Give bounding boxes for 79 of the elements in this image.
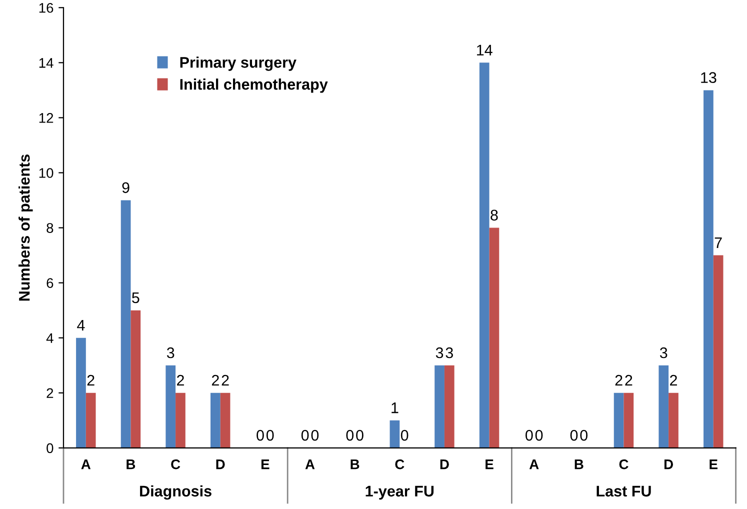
data-label: 0 [580,430,588,441]
x-tick-label: A [305,460,315,470]
data-label: 3 [660,347,668,358]
bar [658,365,669,448]
data-label: 0 [400,430,408,441]
data-label: 13 [701,72,716,83]
x-tick-label: B [350,460,360,470]
bar [444,365,454,448]
x-tick-label: C [171,459,180,470]
data-label: 2 [670,374,677,386]
bar [130,310,141,448]
data-label: 0 [535,430,543,441]
data-label: 7 [714,237,722,248]
bar [76,338,86,448]
data-label: 2 [176,374,184,386]
text: Diagnosis [140,485,212,500]
data-label: 0 [256,430,264,441]
data-label: 8 [490,210,498,221]
x-tick-label: D [216,460,225,470]
data-label: 2 [87,374,94,386]
bar [479,62,490,448]
data-label: 3 [166,347,174,358]
data-label: 3 [436,347,444,358]
data-label: 14 [477,44,492,56]
bar [624,392,634,448]
data-label: 3 [446,347,453,358]
data-label: 2 [615,374,622,386]
data-label: 1 [392,402,398,414]
bar [614,392,624,448]
y-tick-label: 6 [46,278,54,288]
x-tick-label: C [395,459,404,470]
data-label: 0 [311,430,319,441]
bar [166,365,176,448]
legend-label: Primary surgery [180,56,296,71]
bar [86,392,96,448]
y-tick-label: 12 [39,113,54,123]
y-tick-label: 2 [46,388,54,398]
data-label: 0 [570,430,578,441]
bar [220,392,230,448]
x-tick-label: A [529,460,539,470]
data-label: 0 [301,430,309,441]
y-tick-label: 0 [46,443,54,454]
bar [713,255,724,448]
x-tick-label: A [81,460,91,470]
y-tick-label: 4 [46,333,54,343]
bar [668,392,678,448]
x-tick-label: D [664,460,673,470]
data-label: 9 [122,182,130,194]
x-tick-label: E [261,460,270,470]
y-axis-title: Numbers of patients [18,154,33,301]
y-tick-label: 8 [46,223,54,233]
x-tick-label: B [574,460,584,470]
data-label: 2 [625,374,632,386]
data-label: 0 [346,430,354,441]
text: Last FU [596,486,651,497]
bar [210,392,220,448]
y-tick-label: 14 [39,58,54,68]
data-label: 0 [356,430,364,441]
legend-label: Initial chemotherapy [180,78,328,93]
bar [434,365,444,448]
bar [704,90,714,448]
x-tick-label: D [440,460,449,470]
data-label: 2 [222,374,229,386]
bar [120,200,131,448]
bar [176,392,186,448]
y-tick-label: 16 [39,2,54,13]
x-tick-label: B [126,460,136,470]
x-tick-label: E [486,460,494,470]
x-tick-label: E [710,460,718,470]
bar [489,228,500,448]
bar [390,420,400,448]
data-label: 5 [132,292,140,304]
y-tick-label: 10 [39,168,54,178]
data-label: 2 [212,374,219,386]
data-label: 4 [77,320,85,331]
x-tick-label: C [619,459,628,470]
data-label: 0 [526,430,533,441]
data-label: 0 [266,430,274,441]
text: 1-year FU [366,486,434,500]
